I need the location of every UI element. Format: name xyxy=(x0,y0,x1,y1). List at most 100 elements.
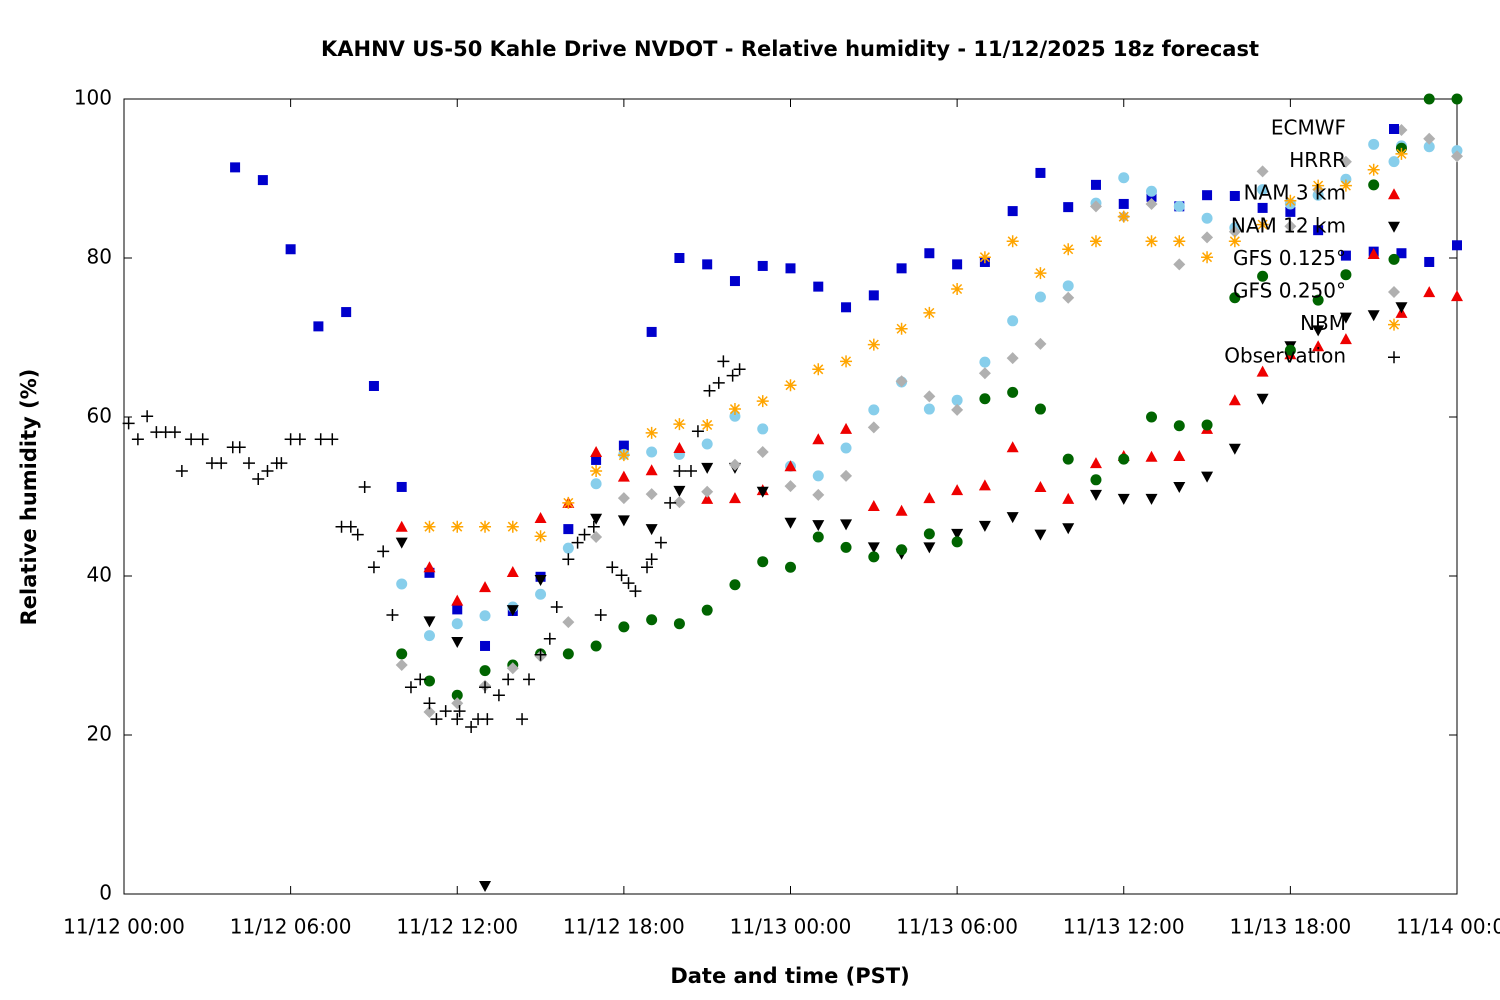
legend-marker xyxy=(1388,188,1400,200)
marker xyxy=(1423,132,1436,145)
marker xyxy=(674,253,685,263)
marker xyxy=(1367,248,1380,260)
marker xyxy=(230,162,241,173)
legend-marker xyxy=(1388,156,1400,168)
marker xyxy=(396,648,408,660)
marker xyxy=(645,464,658,476)
marker xyxy=(951,484,964,496)
marker xyxy=(543,632,556,645)
marker xyxy=(645,524,658,536)
marker xyxy=(895,375,908,388)
marker xyxy=(1117,493,1130,505)
marker xyxy=(673,465,686,478)
marker xyxy=(275,457,288,470)
marker xyxy=(673,496,686,509)
marker xyxy=(1201,212,1213,224)
marker xyxy=(673,618,685,630)
marker xyxy=(978,251,991,264)
marker xyxy=(646,614,658,626)
marker xyxy=(1118,198,1129,209)
marker xyxy=(396,481,407,492)
marker xyxy=(840,519,853,531)
marker xyxy=(1034,480,1047,492)
chart-title: KAHNV US-50 Kahle Drive NVDOT - Relative… xyxy=(321,37,1259,61)
marker xyxy=(506,662,519,675)
marker xyxy=(757,556,769,568)
marker xyxy=(645,488,658,501)
marker xyxy=(1173,235,1186,248)
marker xyxy=(506,605,519,617)
x-tick-label: 11/13 00:00 xyxy=(730,915,852,939)
marker xyxy=(451,689,463,701)
marker xyxy=(673,418,686,431)
marker xyxy=(395,537,408,549)
marker xyxy=(1145,235,1158,248)
marker xyxy=(951,394,963,406)
marker xyxy=(654,536,667,549)
marker xyxy=(1090,179,1101,190)
marker xyxy=(617,515,630,527)
marker xyxy=(534,574,547,586)
marker xyxy=(1173,258,1186,271)
marker xyxy=(242,457,255,470)
marker xyxy=(867,500,880,512)
marker xyxy=(1451,93,1463,105)
marker xyxy=(502,673,515,686)
marker xyxy=(590,531,603,544)
marker xyxy=(717,355,730,368)
marker xyxy=(1006,352,1019,365)
marker xyxy=(1063,202,1074,213)
marker xyxy=(756,486,769,498)
x-tick-label: 11/14 00:00 xyxy=(1396,915,1500,939)
x-tick-label: 11/12 12:00 xyxy=(396,915,518,939)
marker xyxy=(664,496,677,509)
marker xyxy=(451,520,464,533)
marker xyxy=(701,492,714,504)
marker xyxy=(923,492,936,504)
marker xyxy=(1062,243,1075,256)
marker xyxy=(185,433,198,446)
marker xyxy=(313,321,324,332)
marker xyxy=(785,263,796,274)
marker xyxy=(594,608,607,621)
marker xyxy=(812,531,824,543)
marker xyxy=(868,551,880,563)
marker xyxy=(784,480,797,493)
marker xyxy=(451,594,464,606)
legend-marker xyxy=(1389,124,1399,134)
marker xyxy=(423,705,436,718)
marker xyxy=(1118,453,1130,465)
x-axis-label: Date and time (PST) xyxy=(670,964,909,988)
marker xyxy=(1007,206,1018,217)
x-tick-label: 11/12 18:00 xyxy=(563,915,685,939)
marker xyxy=(728,403,741,416)
marker xyxy=(1339,312,1352,324)
marker xyxy=(480,640,491,651)
marker xyxy=(395,520,408,532)
marker xyxy=(979,356,991,368)
x-tick-label: 11/13 18:00 xyxy=(1230,915,1352,939)
marker xyxy=(726,369,739,382)
y-tick-label: 60 xyxy=(87,404,112,428)
marker xyxy=(430,713,443,726)
marker xyxy=(867,542,880,554)
marker xyxy=(395,659,408,672)
marker xyxy=(684,465,697,478)
marker xyxy=(733,363,746,376)
marker xyxy=(1312,294,1324,306)
marker xyxy=(729,276,740,287)
marker xyxy=(1257,202,1268,213)
marker xyxy=(622,577,635,590)
marker xyxy=(812,520,825,532)
marker xyxy=(1395,302,1408,314)
marker xyxy=(479,881,492,893)
marker xyxy=(1062,291,1075,304)
marker xyxy=(314,433,327,446)
marker xyxy=(813,281,824,292)
marker xyxy=(590,640,602,652)
marker xyxy=(1367,163,1380,176)
marker xyxy=(1006,512,1019,524)
marker xyxy=(923,528,935,540)
legend-marker xyxy=(1388,253,1400,265)
